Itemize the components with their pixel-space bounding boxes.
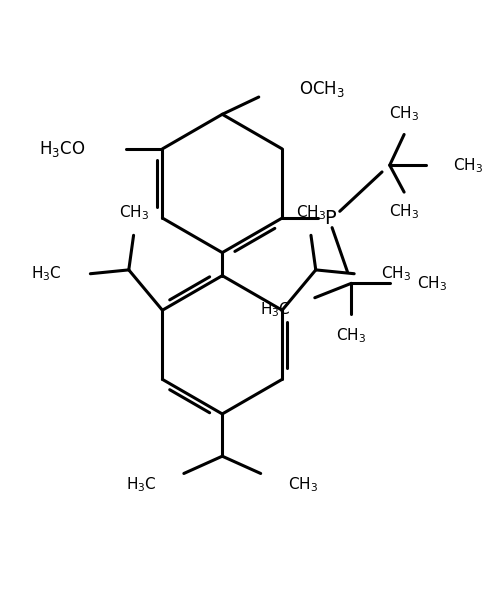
Text: CH$_3$: CH$_3$ bbox=[453, 156, 483, 175]
Text: CH$_3$: CH$_3$ bbox=[296, 203, 326, 222]
Text: CH$_3$: CH$_3$ bbox=[287, 476, 317, 494]
Text: P: P bbox=[324, 209, 336, 228]
Text: CH$_3$: CH$_3$ bbox=[389, 202, 419, 221]
Text: CH$_3$: CH$_3$ bbox=[417, 274, 447, 293]
Text: H$_3$C: H$_3$C bbox=[31, 265, 62, 283]
Text: H$_3$C: H$_3$C bbox=[260, 300, 291, 319]
Text: H$_3$CO: H$_3$CO bbox=[39, 139, 86, 159]
Text: H$_3$C: H$_3$C bbox=[126, 476, 157, 494]
Text: CH$_3$: CH$_3$ bbox=[336, 326, 366, 345]
Text: CH$_3$: CH$_3$ bbox=[381, 265, 411, 283]
Text: OCH$_3$: OCH$_3$ bbox=[299, 80, 345, 100]
Text: CH$_3$: CH$_3$ bbox=[389, 104, 419, 123]
Text: CH$_3$: CH$_3$ bbox=[118, 203, 149, 222]
